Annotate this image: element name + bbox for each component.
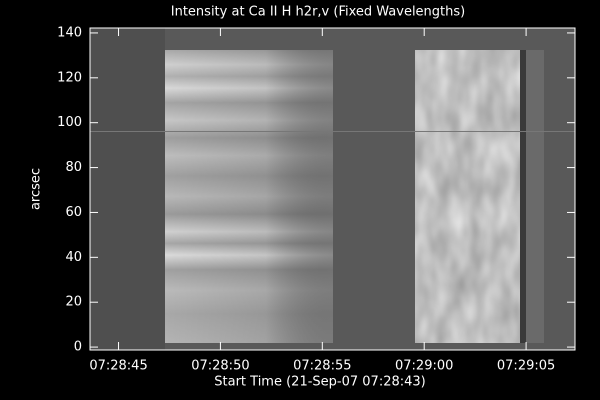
y-tick-label: 60 bbox=[65, 205, 82, 220]
chart-title: Intensity at Ca II H h2r,v (Fixed Wavele… bbox=[171, 5, 465, 20]
image-shade bbox=[165, 50, 333, 343]
y-tick-label: 40 bbox=[65, 250, 82, 265]
x-axis-label: Start Time (21-Sep-07 07:28:43) bbox=[214, 375, 425, 390]
x-tick-label: 07:29:05 bbox=[497, 359, 555, 374]
x-tick-label: 07:28:45 bbox=[89, 359, 147, 374]
image-dark-line bbox=[520, 50, 526, 343]
image-edge bbox=[526, 50, 544, 343]
y-axis-label: arcsec bbox=[29, 168, 44, 210]
y-tick-label: 0 bbox=[74, 340, 82, 355]
x-tick-label: 07:28:55 bbox=[293, 359, 351, 374]
y-tick-label: 20 bbox=[65, 295, 82, 310]
y-tick-label: 100 bbox=[57, 115, 82, 130]
y-tick-label: 140 bbox=[57, 25, 82, 40]
intensity-image bbox=[90, 28, 575, 350]
image-dark-strip bbox=[90, 28, 165, 350]
image-texture bbox=[415, 50, 520, 343]
x-tick-label: 07:29:00 bbox=[395, 359, 453, 374]
y-tick-label: 80 bbox=[65, 160, 82, 175]
x-tick-label: 07:28:50 bbox=[191, 359, 249, 374]
y-tick-label: 120 bbox=[57, 70, 82, 85]
image-row bbox=[90, 131, 575, 132]
plot-frame bbox=[89, 27, 576, 351]
